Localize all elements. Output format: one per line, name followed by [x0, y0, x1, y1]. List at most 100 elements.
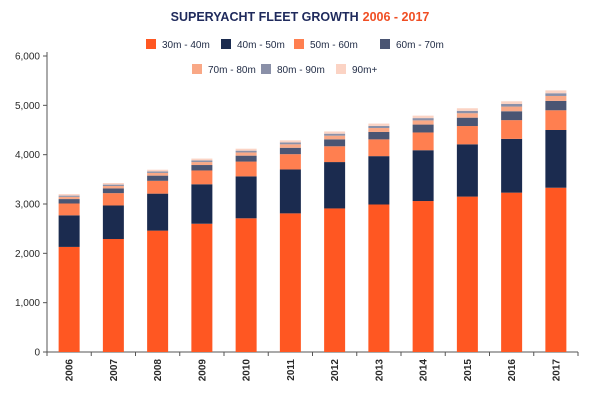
bar-segment [58, 196, 80, 200]
bar-segment [368, 125, 390, 129]
bar-segment [368, 156, 390, 205]
bar-segment [324, 131, 346, 134]
bar-stack-2006 [58, 194, 80, 352]
bar-segment [191, 170, 213, 185]
x-tick-label: 2011 [286, 359, 297, 381]
x-tick-label: 2009 [197, 359, 208, 382]
bar-segment [191, 165, 213, 171]
bar-segment [235, 176, 257, 219]
bar-segment [102, 205, 124, 240]
bar-segment [235, 152, 257, 156]
bar-stack-2010 [235, 148, 257, 352]
bar-segment [58, 194, 80, 196]
x-tick-label: 2007 [109, 359, 120, 382]
bar-segment [545, 90, 567, 94]
legend-swatch [192, 64, 202, 74]
bar-segment [324, 162, 346, 209]
x-axis: 2006 2007 2008 2009 2010 2011 2012 2013 2014 2015… [46, 351, 579, 382]
bar-segment [501, 111, 523, 121]
x-tick-label: 2008 [153, 359, 164, 382]
legend-item: 80m - 90m [261, 64, 325, 76]
x-tick-label: 2015 [463, 359, 474, 382]
legend-swatch [146, 39, 156, 49]
bar-stack-group [58, 90, 567, 352]
y-tick-label: 3,000 [15, 200, 40, 211]
bar-segment [279, 142, 301, 145]
bar-stack-2017 [545, 90, 567, 352]
bar-segment [102, 188, 124, 194]
bar-segment [147, 175, 169, 181]
bar-stack-2014 [412, 115, 434, 352]
bar-segment [147, 172, 169, 176]
bar-segment [368, 128, 390, 132]
bar-segment [279, 147, 301, 155]
legend-swatch [221, 39, 231, 49]
bar-stack-2015 [456, 108, 478, 352]
bar-segment [58, 195, 80, 197]
bar-segment [501, 192, 523, 352]
bar-segment [368, 204, 390, 352]
bar-segment [412, 132, 434, 151]
legend-item: 70m - 80m [192, 64, 256, 76]
legend-label: 90m+ [352, 65, 377, 76]
chart-title-years: 2006 - 2017 [363, 10, 430, 24]
bar-segment [279, 169, 301, 214]
bar-segment [58, 215, 80, 247]
x-tick-label: 2017 [551, 359, 562, 382]
bar-segment [102, 185, 124, 189]
bar-segment [501, 106, 523, 112]
bar-segment [412, 118, 434, 121]
bar-segment [545, 95, 567, 101]
legend-label: 80m - 90m [277, 65, 325, 76]
bar-segment [501, 101, 523, 105]
bar-segment [324, 208, 346, 352]
bar-segment [235, 161, 257, 177]
bar-stack-2007 [102, 183, 124, 352]
bar-segment [279, 144, 301, 148]
bar-segment [368, 139, 390, 157]
x-tick-label: 2012 [330, 359, 341, 382]
legend-swatch [336, 64, 346, 74]
bar-segment [279, 154, 301, 170]
bar-segment [412, 115, 434, 119]
legend-label: 60m - 70m [396, 40, 444, 51]
bar-segment [456, 108, 478, 111]
bar-segment [545, 130, 567, 188]
bar-segment [324, 139, 346, 147]
bar-segment [324, 135, 346, 140]
bar-segment [545, 110, 567, 130]
bar-segment [501, 120, 523, 139]
y-tick-label: 0 [34, 348, 40, 359]
legend-swatch [294, 39, 304, 49]
legend-label: 40m - 50m [237, 40, 285, 51]
y-tick-label: 1,000 [15, 298, 40, 309]
bar-segment [235, 218, 257, 352]
bar-segment [235, 155, 257, 162]
legend-label: 30m - 40m [162, 40, 210, 51]
chart-legend: 30m - 40m 40m - 50m 50m - 60m 60m - 70m 70m … [146, 39, 444, 76]
x-tick-label: 2010 [242, 359, 253, 382]
legend-label: 50m - 60m [310, 40, 358, 51]
bar-segment [545, 93, 567, 96]
x-tick-label: 2006 [65, 359, 76, 382]
bar-segment [235, 150, 257, 153]
legend-item: 90m+ [336, 64, 377, 76]
legend-item: 30m - 40m [146, 39, 210, 51]
legend-swatch [261, 64, 271, 74]
bar-segment [58, 246, 80, 352]
bar-segment [456, 110, 478, 114]
x-tick-label: 2013 [374, 359, 385, 382]
bar-segment [501, 104, 523, 107]
bar-segment [191, 162, 213, 166]
bar-segment [545, 187, 567, 352]
y-tick-label: 2,000 [15, 249, 40, 260]
bar-segment [368, 123, 390, 126]
bar-segment [147, 169, 169, 172]
bar-segment [412, 150, 434, 202]
bar-segment [58, 203, 80, 216]
bar-segment [102, 184, 124, 186]
legend-item: 50m - 60m [294, 39, 358, 51]
bar-stack-2008 [147, 169, 169, 352]
bar-segment [147, 180, 169, 194]
